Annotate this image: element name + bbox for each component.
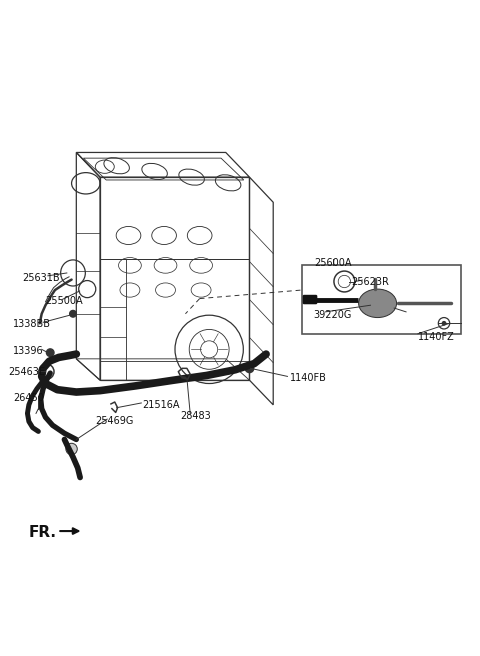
Text: 25469G: 25469G <box>96 415 133 426</box>
Text: 25623R: 25623R <box>351 277 389 287</box>
FancyBboxPatch shape <box>302 295 317 304</box>
Text: 1140FB: 1140FB <box>290 373 327 383</box>
Circle shape <box>442 321 446 325</box>
Ellipse shape <box>359 289 396 318</box>
Circle shape <box>66 443 77 455</box>
Circle shape <box>47 349 54 356</box>
Text: 1140FZ: 1140FZ <box>418 331 455 342</box>
Text: FR.: FR. <box>29 525 57 541</box>
Circle shape <box>70 310 76 317</box>
Text: 1338BB: 1338BB <box>13 319 51 329</box>
Text: 39220G: 39220G <box>313 310 352 319</box>
Text: 25631B: 25631B <box>22 273 60 283</box>
Circle shape <box>245 364 254 373</box>
Text: 25463E: 25463E <box>9 367 46 377</box>
Text: 28483: 28483 <box>180 411 212 420</box>
Text: 25600A: 25600A <box>314 258 351 268</box>
Text: 25500A: 25500A <box>46 296 83 306</box>
Text: 13396: 13396 <box>13 346 44 356</box>
Text: 26450: 26450 <box>13 393 44 403</box>
Text: 21516A: 21516A <box>143 400 180 410</box>
